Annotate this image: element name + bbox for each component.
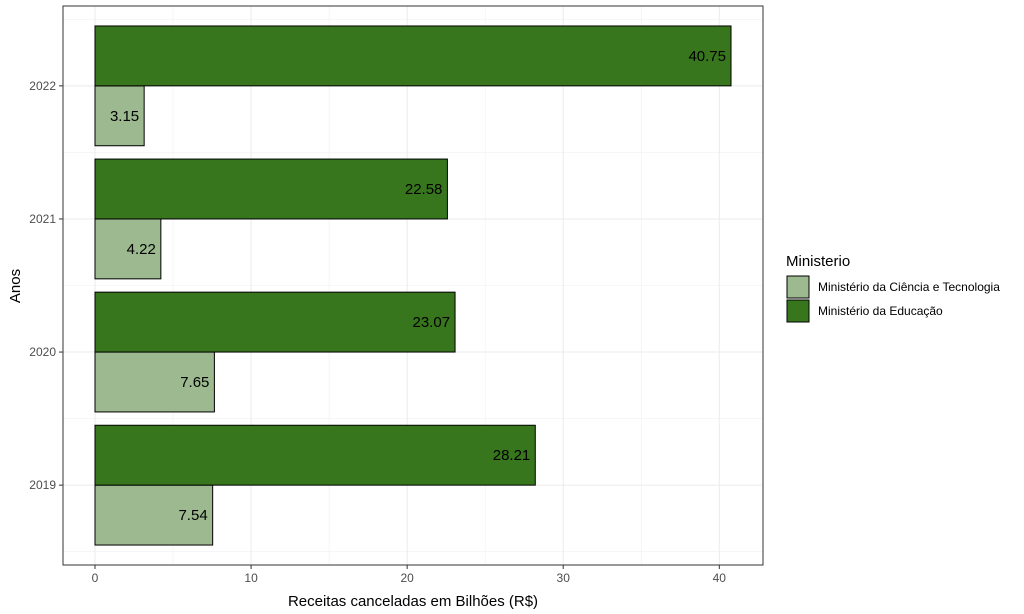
y-tick-label: 2020 <box>29 345 56 359</box>
bar-value-label: 7.65 <box>180 374 209 391</box>
bar-educacao <box>94 158 448 220</box>
legend-key-ciencia <box>786 275 810 299</box>
x-axis-title: Receitas canceladas em Bilhões (R$) <box>288 593 538 610</box>
bars <box>94 25 732 546</box>
bar-value-label: 7.54 <box>178 507 207 524</box>
bar-educacao <box>94 424 536 486</box>
y-tick-label: 2021 <box>29 212 56 226</box>
value-labels: 7.54 7.65 4.22 3.15 28.21 23.07 22.58 40.75 <box>110 48 726 524</box>
legend-label-ciencia: Ministério da Ciência e Tecnologia <box>818 280 1000 294</box>
y-tick-label: 2022 <box>29 79 56 93</box>
bar-ciencia-tecnologia <box>94 484 214 546</box>
bar-value-label: 23.07 <box>413 314 451 331</box>
bar-value-label: 3.15 <box>110 108 139 125</box>
bar-value-label: 40.75 <box>688 48 726 65</box>
x-tick-label: 10 <box>244 571 258 585</box>
x-tick-label: 30 <box>557 571 571 585</box>
bar-educacao <box>94 291 456 353</box>
bar-value-label: 22.58 <box>405 181 443 198</box>
y-tick-label: 2019 <box>29 478 56 492</box>
bar-value-label: 28.21 <box>493 447 531 464</box>
plot-panel-border <box>62 5 764 566</box>
legend-title: Ministerio <box>786 253 850 270</box>
legend-key-educacao <box>786 299 810 323</box>
legend: Ministerio Ministério da Ciência e Tecno… <box>786 253 1000 323</box>
axes: 0 10 20 30 40 2019 2020 2021 2022 <box>29 79 726 585</box>
x-tick-label: 40 <box>713 571 727 585</box>
bar-ciencia-tecnologia <box>94 351 215 413</box>
y-axis-title: Anos <box>7 269 24 303</box>
legend-label-educacao: Ministério da Educação <box>818 304 943 318</box>
x-tick-label: 0 <box>92 571 99 585</box>
x-tick-label: 20 <box>400 571 414 585</box>
bar-value-label: 4.22 <box>127 241 156 258</box>
bar-educacao <box>94 25 732 87</box>
